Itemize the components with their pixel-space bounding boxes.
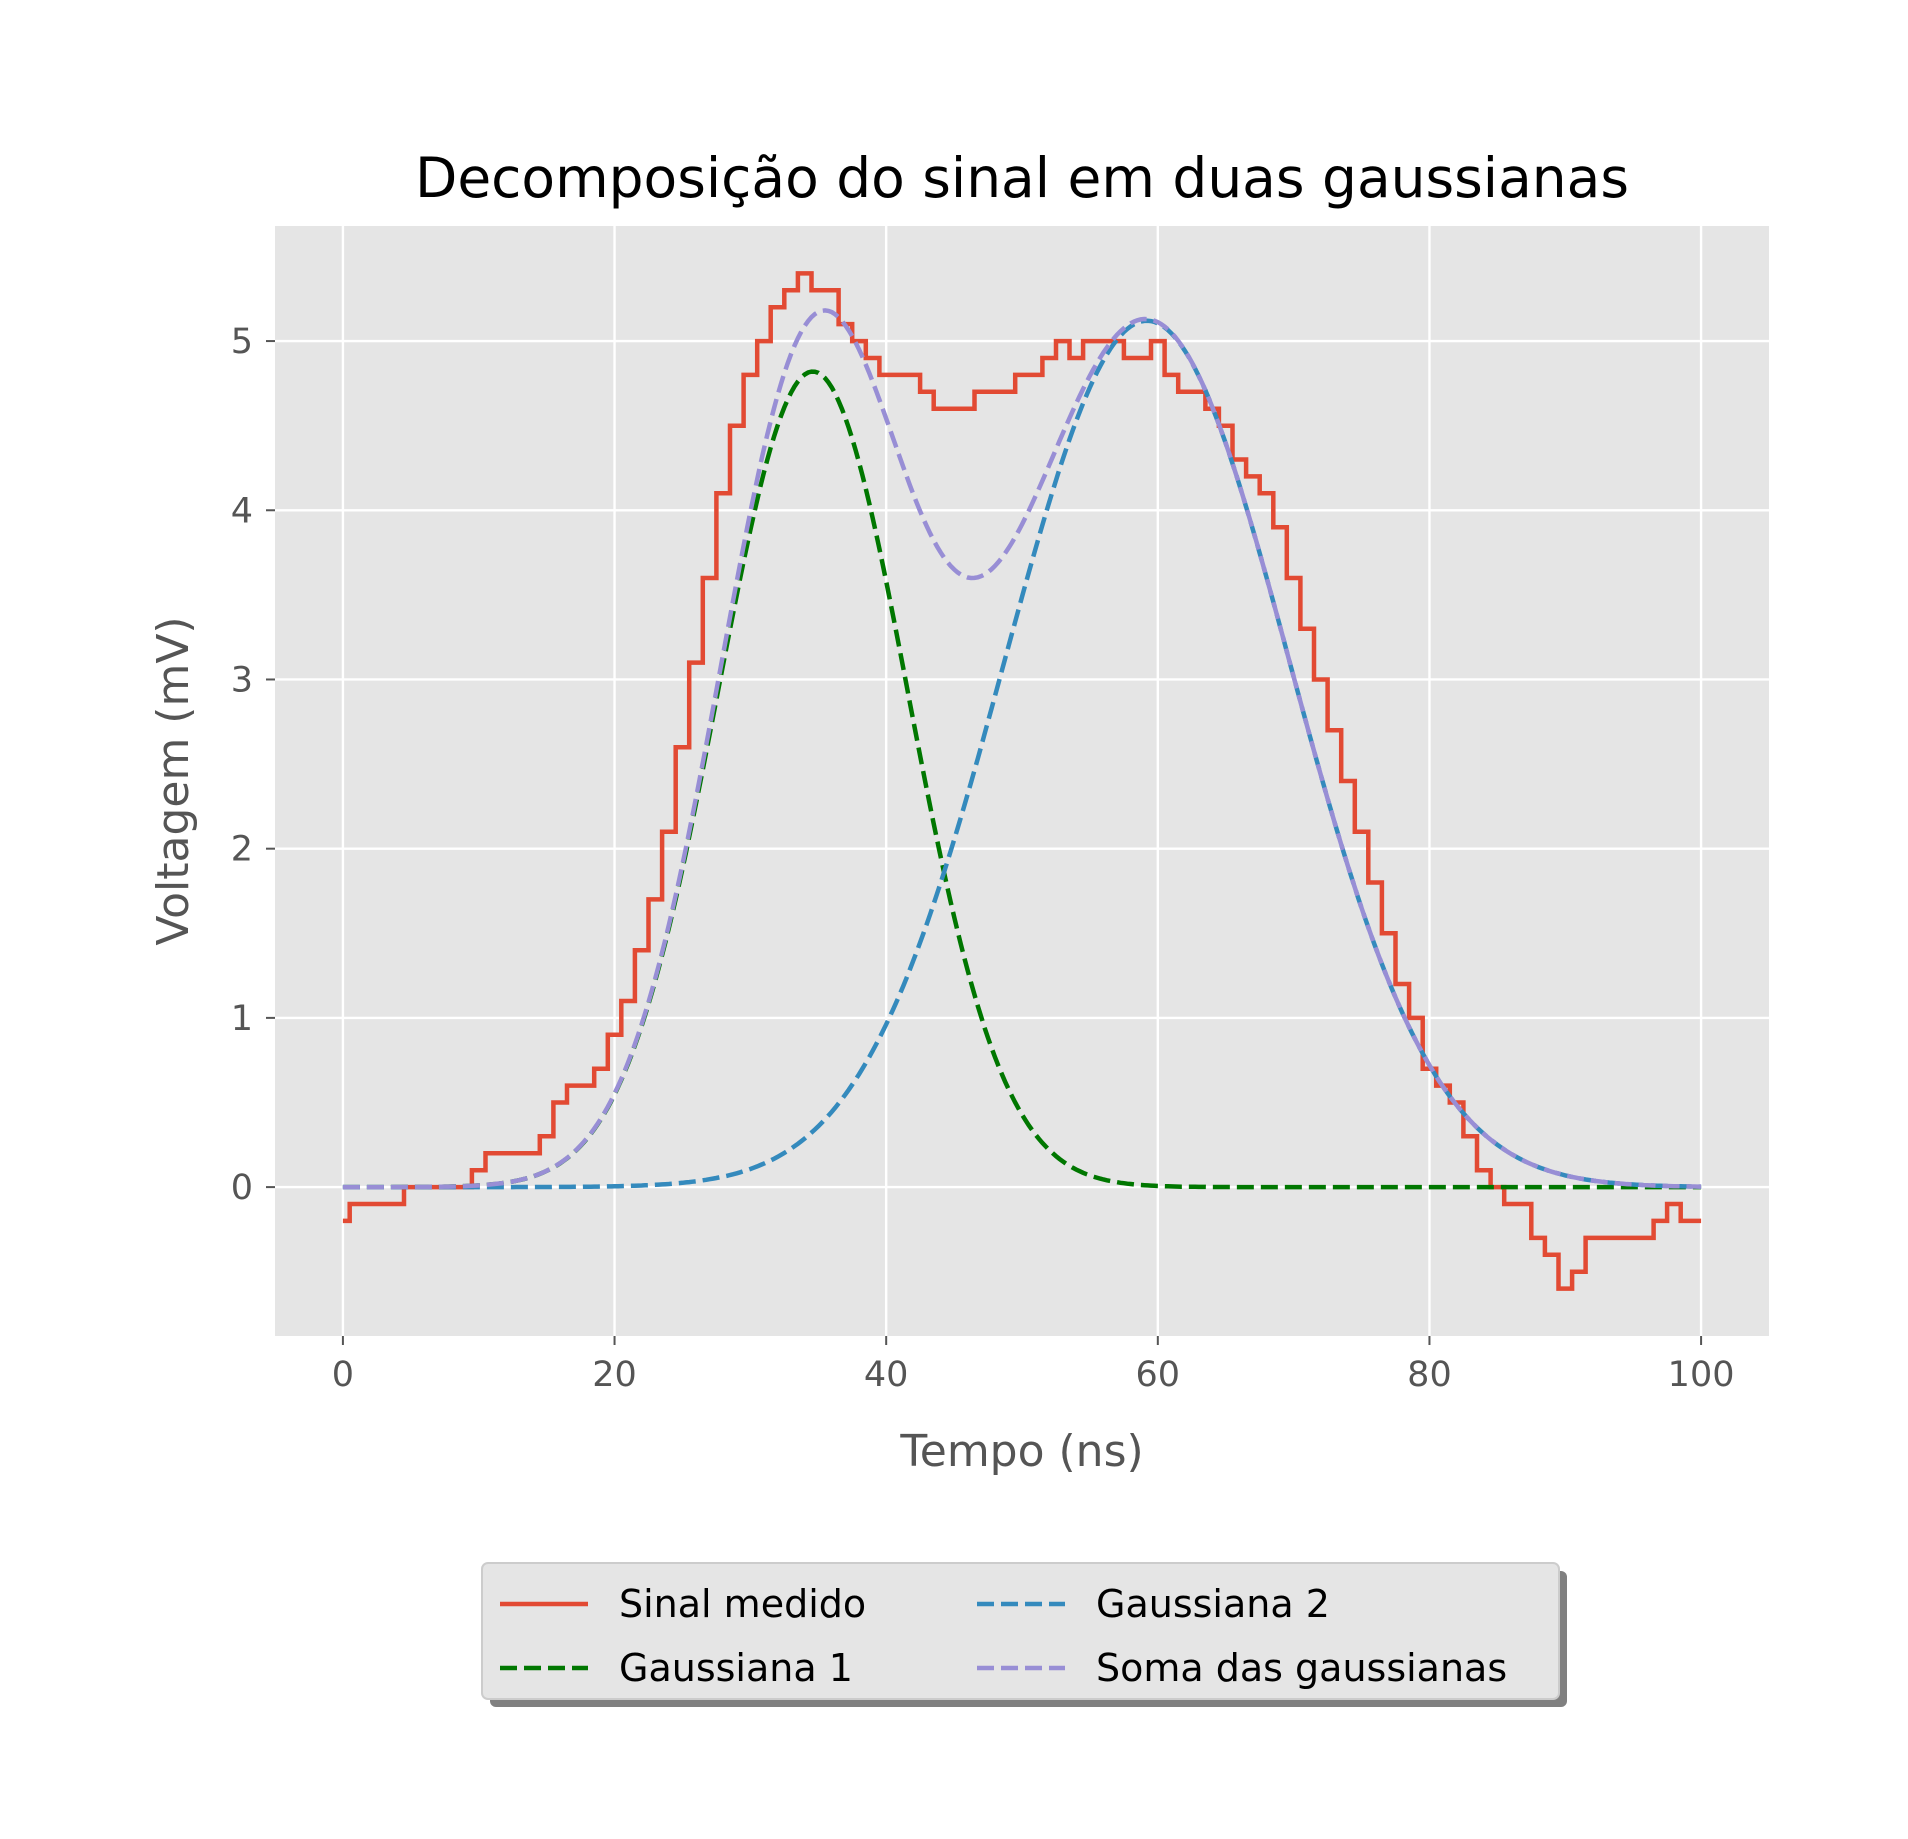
y-tick-label: 1 [231,999,253,1039]
x-tick-label: 60 [1136,1355,1181,1395]
y-tick-label: 4 [231,491,253,531]
y-tick-label: 5 [231,322,253,362]
legend: Sinal medido Gaussiana 1 Gaussiana 2 Soma d… [481,1562,1567,1707]
x-tick-label: 40 [864,1355,909,1395]
x-axis-label: Tempo (ns) [899,1426,1143,1477]
series-sinal-medido [342,271,1702,1291]
plot-area [275,226,1769,1336]
y-tick-label: 0 [231,1168,253,1208]
x-tick-label: 0 [332,1355,354,1395]
legend-label-1: Sinal medido [619,1582,866,1626]
x-tick-label: 100 [1668,1355,1735,1395]
x-tick-label: 80 [1407,1355,1452,1395]
y-axis-label: Voltagem (mV) [148,616,199,945]
x-tick-label: 20 [592,1355,637,1395]
ticks: 0 20 40 60 80 100 0 1 2 3 4 5 [231,322,1735,1395]
legend-label-3: Gaussiana 2 [1096,1582,1330,1626]
y-tick-label: 3 [231,660,253,700]
legend-label-2: Gaussiana 1 [619,1646,853,1690]
legend-label-4: Soma das gaussianas [1096,1646,1507,1690]
series-soma-das-gaussianas [342,308,1702,1190]
legend-box [481,1562,1560,1700]
grid [275,226,1769,1336]
series-layer [342,271,1702,1291]
y-tick-label: 2 [231,830,253,870]
chart-title: Decomposição do sinal em duas gaussianas [415,146,1629,210]
